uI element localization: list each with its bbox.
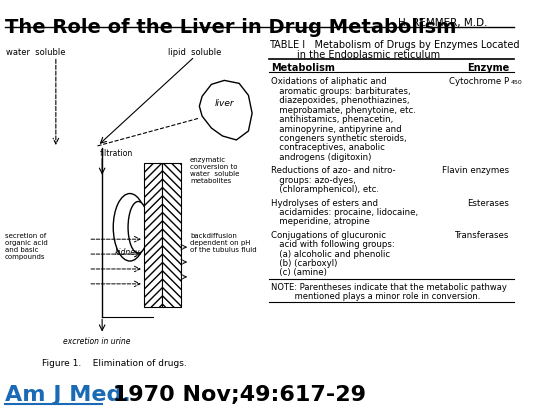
Text: Esterases: Esterases (468, 198, 510, 207)
Text: enzymatic
conversion to
water  soluble
metabolites: enzymatic conversion to water soluble me… (190, 156, 240, 183)
Text: contraceptives, anabolic: contraceptives, anabolic (270, 143, 385, 152)
Text: (c) (amine): (c) (amine) (270, 268, 326, 277)
Text: 1970 Nov;49:617-29: 1970 Nov;49:617-29 (105, 384, 366, 404)
Text: Enzyme: Enzyme (467, 63, 510, 72)
Text: 450: 450 (510, 80, 522, 85)
Text: aromatic groups: barbiturates,: aromatic groups: barbiturates, (270, 87, 410, 96)
Ellipse shape (128, 202, 148, 254)
Text: diazepoxides, phenothiazines,: diazepoxides, phenothiazines, (270, 96, 409, 105)
Text: H. REMMER, M.D.: H. REMMER, M.D. (398, 18, 488, 28)
Text: meprobamate, phenytoine, etc.: meprobamate, phenytoine, etc. (270, 106, 416, 115)
Text: (chloramphenicol), etc.: (chloramphenicol), etc. (270, 184, 379, 193)
Text: secretion of
organic acid
and basic
compounds: secretion of organic acid and basic comp… (5, 233, 48, 260)
Text: acidamides: procaine, lidocaine,: acidamides: procaine, lidocaine, (270, 207, 418, 216)
Text: lipid  soluble: lipid soluble (168, 47, 221, 56)
Text: Conjugations of glucuronic: Conjugations of glucuronic (270, 230, 386, 239)
Text: kidney: kidney (115, 247, 141, 256)
Text: (b) (carboxyl): (b) (carboxyl) (270, 258, 337, 267)
Text: acid with following groups:: acid with following groups: (270, 240, 394, 249)
Text: NOTE: Parentheses indicate that the metabolic pathway: NOTE: Parentheses indicate that the meta… (270, 282, 506, 291)
Text: aminopyrine, antipyrine and: aminopyrine, antipyrine and (270, 124, 402, 133)
Text: (a) alcoholic and phenolic: (a) alcoholic and phenolic (270, 249, 390, 258)
Bar (144, 163, 162, 307)
Text: Oxidations of aliphatic and: Oxidations of aliphatic and (270, 77, 386, 86)
Text: TABLE I   Metabolism of Drugs by Enzymes Located: TABLE I Metabolism of Drugs by Enzymes L… (269, 40, 519, 49)
Text: antihistamics, phenacetin,: antihistamics, phenacetin, (270, 115, 393, 124)
Text: liver: liver (215, 99, 235, 108)
Text: Reductions of azo- and nitro-: Reductions of azo- and nitro- (270, 166, 395, 175)
Text: mentioned plays a minor role in conversion.: mentioned plays a minor role in conversi… (270, 292, 480, 301)
Text: meperidine, atropine: meperidine, atropine (270, 217, 370, 226)
Bar (162, 163, 181, 307)
Text: The Role of the Liver in Drug Metabolism: The Role of the Liver in Drug Metabolism (5, 18, 456, 37)
Text: filtration: filtration (99, 148, 133, 157)
Text: water  soluble: water soluble (6, 47, 65, 56)
Text: congeners synthetic steroids,: congeners synthetic steroids, (270, 134, 406, 143)
Text: in the Endoplasmic reticulum: in the Endoplasmic reticulum (297, 49, 440, 59)
Text: groups: azo-dyes,: groups: azo-dyes, (270, 175, 356, 184)
Text: Cytochrome P: Cytochrome P (449, 77, 510, 86)
Text: backdiffusion
dependent on pH
of the tubulus fluid: backdiffusion dependent on pH of the tub… (190, 233, 256, 253)
Text: Am J Med.: Am J Med. (5, 384, 130, 404)
Text: excretion in urine: excretion in urine (63, 337, 130, 346)
Text: androgens (digitoxin): androgens (digitoxin) (270, 153, 371, 162)
Text: Transferases: Transferases (455, 230, 510, 239)
Text: Flavin enzymes: Flavin enzymes (442, 166, 510, 175)
Text: Hydrolyses of esters and: Hydrolyses of esters and (270, 198, 377, 207)
Text: Metabolism: Metabolism (270, 63, 334, 72)
Text: Figure 1.    Elimination of drugs.: Figure 1. Elimination of drugs. (42, 358, 186, 367)
